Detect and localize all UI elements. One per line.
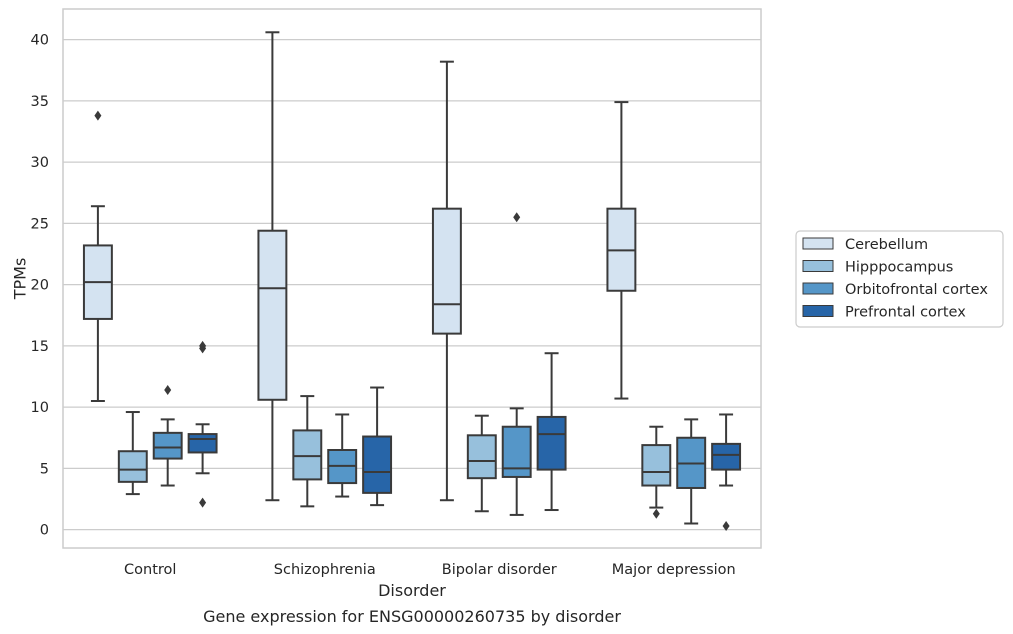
box-iqr <box>257 229 288 401</box>
box-iqr <box>362 435 393 494</box>
box-prefrontal-cortex <box>187 340 218 508</box>
y-tick-labels: 0 5 10 15 20 25 30 35 40 <box>31 33 49 539</box>
legend-label: Cerebellum <box>845 237 928 253</box>
outlier-point <box>164 384 172 395</box>
x-tick-labels: Control Schizophrenia Bipolar disorder Majo… <box>124 562 736 578</box>
box-hipppocampus <box>292 395 323 508</box>
x-tick-label: Schizophrenia <box>274 562 376 578</box>
box-iqr <box>536 415 567 471</box>
legend: Cerebellum Hipppocampus Orbitofrontal cort… <box>795 230 1004 328</box>
box-cerebellum <box>431 60 462 502</box>
y-tick-label: 5 <box>40 461 49 477</box>
x-axis-label: Disorder <box>378 581 446 600</box>
y-axis-label: TPMs <box>11 258 30 301</box>
y-tick-label: 35 <box>31 94 49 110</box>
legend-swatch <box>802 260 834 272</box>
box-orbitofrontal-cortex <box>152 384 183 487</box>
y-tick-label: 40 <box>31 33 49 49</box>
box-iqr <box>187 433 218 454</box>
x-tick-label: Bipolar disorder <box>442 562 557 578</box>
outlier-point <box>199 497 207 508</box>
box-iqr <box>431 207 462 335</box>
box-orbitofrontal-cortex <box>676 418 707 525</box>
y-tick-label: 20 <box>31 278 49 294</box>
legend-label: Orbitofrontal cortex <box>845 282 988 298</box>
box-orbitofrontal-cortex <box>327 413 358 498</box>
box-prefrontal-cortex <box>362 386 393 507</box>
y-tick-label: 25 <box>31 216 49 232</box>
legend-label: Prefrontal cortex <box>845 305 966 321</box>
box-series <box>82 31 742 531</box>
outlier-point <box>513 212 521 223</box>
x-tick-label: Major depression <box>612 562 736 578</box>
box-prefrontal-cortex <box>536 352 567 512</box>
legend-swatch <box>802 282 834 295</box>
box-hipppocampus <box>466 414 497 513</box>
box-cerebellum <box>82 110 113 402</box>
outlier-point <box>652 508 660 519</box>
box-iqr <box>292 429 323 481</box>
legend-swatch <box>802 305 834 317</box>
legend-label: Hipppocampus <box>845 260 953 276</box>
box-iqr <box>711 442 742 471</box>
box-iqr <box>152 431 183 460</box>
y-tick-label: 15 <box>31 339 49 355</box>
box-orbitofrontal-cortex <box>501 212 532 516</box>
plot-frame <box>62 8 762 549</box>
outlier-point <box>94 110 102 121</box>
y-tick-label: 10 <box>31 400 49 416</box>
chart-caption: Gene expression for ENSG00000260735 by d… <box>203 607 621 626</box>
box-iqr <box>501 425 532 478</box>
box-hipppocampus <box>641 425 672 519</box>
box-cerebellum <box>606 101 637 400</box>
grid-lines <box>63 39 761 531</box>
legend-frame <box>795 230 1004 328</box>
box-iqr <box>117 450 148 483</box>
x-tick-label: Control <box>124 562 176 578</box>
legend-swatch <box>802 237 834 250</box>
outlier-point <box>722 520 730 531</box>
box-iqr <box>641 444 672 487</box>
box-iqr <box>466 434 497 480</box>
y-tick-label: 0 <box>40 523 49 539</box>
y-tick-label: 30 <box>31 155 49 171</box>
box-cerebellum <box>257 31 288 502</box>
outlier-point <box>199 340 207 351</box>
box-hipppocampus <box>117 411 148 496</box>
box-prefrontal-cortex <box>711 413 742 531</box>
